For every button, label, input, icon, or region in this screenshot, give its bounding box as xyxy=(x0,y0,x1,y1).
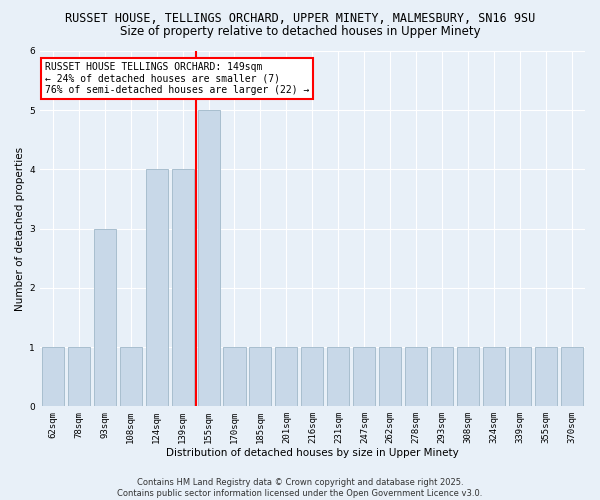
Bar xyxy=(223,347,245,406)
Bar xyxy=(457,347,479,406)
Bar xyxy=(483,347,505,406)
Bar xyxy=(535,347,557,406)
Bar xyxy=(172,170,194,406)
Bar xyxy=(275,347,298,406)
Y-axis label: Number of detached properties: Number of detached properties xyxy=(15,146,25,310)
X-axis label: Distribution of detached houses by size in Upper Minety: Distribution of detached houses by size … xyxy=(166,448,459,458)
Bar xyxy=(146,170,167,406)
Bar xyxy=(431,347,453,406)
Bar xyxy=(119,347,142,406)
Bar xyxy=(250,347,271,406)
Bar xyxy=(301,347,323,406)
Bar xyxy=(68,347,90,406)
Bar xyxy=(328,347,349,406)
Text: RUSSET HOUSE TELLINGS ORCHARD: 149sqm
← 24% of detached houses are smaller (7)
7: RUSSET HOUSE TELLINGS ORCHARD: 149sqm ← … xyxy=(45,62,310,95)
Bar xyxy=(353,347,376,406)
Bar xyxy=(42,347,64,406)
Bar xyxy=(94,228,116,406)
Bar xyxy=(509,347,531,406)
Text: RUSSET HOUSE, TELLINGS ORCHARD, UPPER MINETY, MALMESBURY, SN16 9SU: RUSSET HOUSE, TELLINGS ORCHARD, UPPER MI… xyxy=(65,12,535,26)
Bar xyxy=(197,110,220,406)
Bar xyxy=(405,347,427,406)
Text: Size of property relative to detached houses in Upper Minety: Size of property relative to detached ho… xyxy=(119,25,481,38)
Bar xyxy=(561,347,583,406)
Bar xyxy=(379,347,401,406)
Text: Contains HM Land Registry data © Crown copyright and database right 2025.
Contai: Contains HM Land Registry data © Crown c… xyxy=(118,478,482,498)
